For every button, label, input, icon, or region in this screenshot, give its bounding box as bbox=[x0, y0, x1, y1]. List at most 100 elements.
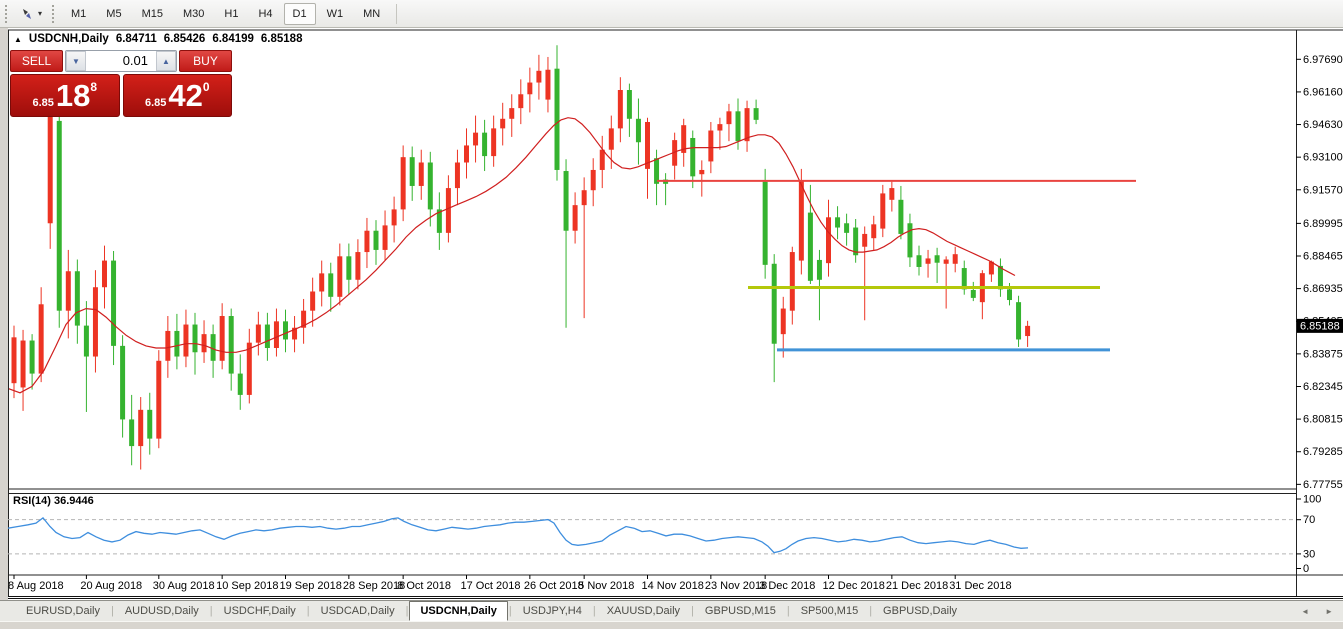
chart-title: ▲ USDCNH,Daily 6.84711 6.85426 6.84199 6… bbox=[14, 33, 302, 45]
chart-symbol-label: USDCNH,Daily bbox=[28, 33, 109, 45]
price-axis-label: 6.97690 bbox=[1303, 54, 1343, 66]
date-axis-label: 30 Aug 2018 bbox=[153, 580, 215, 592]
chart-window[interactable]: 6.97690 6.96160 6.94630 6.93100 6.91570 6.899… bbox=[8, 28, 1343, 600]
date-axis-label: 23 Nov 2018 bbox=[705, 580, 767, 592]
date-axis-label: 21 Dec 2018 bbox=[886, 580, 948, 592]
ohlc-open: 6.84711 bbox=[115, 33, 157, 45]
price-axis-label: 6.89995 bbox=[1303, 218, 1343, 230]
price-axis-label: 6.77755 bbox=[1303, 479, 1343, 491]
buy-price-prefix: 6.85 bbox=[144, 97, 167, 109]
tab-divider: | bbox=[306, 605, 310, 617]
date-axis-label: 10 Sep 2018 bbox=[216, 580, 278, 592]
chart-tab-xauusd-daily[interactable]: XAUUSD,Daily bbox=[606, 605, 681, 617]
toolbar-grip[interactable] bbox=[52, 4, 56, 23]
price-axis-label: 6.94630 bbox=[1303, 119, 1343, 131]
rsi-axis-label: 30 bbox=[1303, 548, 1315, 560]
date-axis-label: 20 Aug 2018 bbox=[80, 580, 142, 592]
ohlc-close: 6.85188 bbox=[260, 33, 303, 45]
date-axis-label: 12 Dec 2018 bbox=[823, 580, 885, 592]
chart-tab-usdchf-daily[interactable]: USDCHF,Daily bbox=[223, 605, 296, 617]
timeframe-button-d1[interactable]: D1 bbox=[283, 2, 316, 25]
chart-cursor-icon bbox=[23, 8, 31, 19]
toolbar-grip[interactable] bbox=[5, 4, 9, 23]
chart-tab-usdjpy-h4[interactable]: USDJPY,H4 bbox=[522, 605, 582, 617]
timeframe-button-m15[interactable]: M15 bbox=[141, 7, 163, 20]
timeframe-button-m30[interactable]: M30 bbox=[182, 7, 205, 20]
date-axis-label: 17 Oct 2018 bbox=[461, 580, 521, 592]
volume-stepper: ▼ 0.01 ▲ bbox=[65, 50, 177, 72]
timeframe-button-h4[interactable]: H4 bbox=[258, 7, 273, 20]
rsi-axis-label: 0 bbox=[1303, 563, 1309, 575]
rsi-axis-label: 70 bbox=[1303, 514, 1315, 526]
current-price-tag bbox=[1297, 318, 1343, 333]
current-price-label: 6.85188 bbox=[1300, 320, 1340, 332]
tab-scroll-right-icon[interactable]: ► bbox=[1325, 607, 1333, 616]
price-chart[interactable]: 6.97690 6.96160 6.94630 6.93100 6.91570 6.899… bbox=[8, 28, 1343, 600]
ohlc-low: 6.84199 bbox=[212, 33, 254, 45]
tab-scroll-left-icon[interactable]: ◄ bbox=[1301, 607, 1310, 616]
top-toolbar: ▾ M1 M5 M15 M30 H1 H4 D1 W1 MN bbox=[0, 0, 1343, 28]
chevron-down-icon[interactable]: ▾ bbox=[38, 9, 43, 18]
tab-divider: | bbox=[869, 605, 873, 617]
rsi-line bbox=[8, 517, 1029, 554]
collapse-triangle-icon[interactable]: ▲ bbox=[14, 34, 22, 44]
rsi-indicator-label: RSI(14) 36.9446 bbox=[13, 495, 94, 507]
moving-average-line bbox=[8, 117, 1016, 394]
status-bar bbox=[0, 621, 1343, 629]
sell-price-main: 18 bbox=[55, 77, 91, 113]
date-axis-label: 31 Dec 2018 bbox=[949, 580, 1011, 592]
tab-divider: | bbox=[209, 605, 213, 617]
tab-divider: | bbox=[691, 605, 694, 617]
timeframe-button-m1[interactable]: M1 bbox=[71, 7, 87, 20]
chart-tab-sp500-m15[interactable]: SP500,M15 bbox=[800, 605, 859, 617]
tab-divider: | bbox=[110, 605, 114, 617]
price-axis-label: 6.91570 bbox=[1303, 184, 1343, 196]
price-axis-label: 6.79285 bbox=[1303, 446, 1343, 458]
chart-tab-audusd-daily[interactable]: AUDUSD,Daily bbox=[124, 605, 199, 617]
chart-tab-gbpusd-daily[interactable]: GBPUSD,Daily bbox=[883, 605, 958, 617]
sell-price-box[interactable]: 6.85 18 8 bbox=[10, 74, 120, 117]
timeframe-button-mn[interactable]: MN bbox=[363, 7, 381, 20]
chart-tab-usdcnh-daily[interactable]: USDCNH,Daily bbox=[409, 601, 508, 621]
one-click-trading-panel: SELL ▼ 0.01 ▲ BUY 6.85 18 8 6.85 42 0 bbox=[10, 50, 232, 117]
tab-divider: | bbox=[508, 605, 512, 617]
buy-price-pip: 0 bbox=[202, 80, 210, 94]
tab-divider: | bbox=[405, 605, 409, 617]
volume-increase-button[interactable]: ▲ bbox=[156, 51, 176, 71]
sell-price-pip: 8 bbox=[90, 80, 98, 94]
candlestick-series[interactable] bbox=[11, 45, 1031, 470]
rsi-axis-label: 100 bbox=[1303, 494, 1321, 506]
price-axis-label: 6.88465 bbox=[1303, 250, 1343, 262]
chart-tab-bar: EURUSD,Daily | AUDUSD,Daily | USDCHF,Daily | U… bbox=[0, 600, 1343, 621]
date-axis-label: 8 Aug 2018 bbox=[8, 580, 64, 592]
price-axis-label: 6.80815 bbox=[1303, 414, 1343, 426]
chart-cursor-button[interactable]: ▾ bbox=[14, 3, 47, 25]
date-axis-label: 3 Dec 2018 bbox=[759, 580, 815, 592]
buy-price-main: 42 bbox=[168, 77, 203, 113]
timeframe-button-h1[interactable]: H1 bbox=[224, 7, 239, 20]
price-axis-label: 6.82345 bbox=[1303, 381, 1343, 393]
tab-divider: | bbox=[592, 605, 596, 617]
price-axis-label: 6.83875 bbox=[1303, 348, 1343, 360]
buy-price-box[interactable]: 6.85 42 0 bbox=[122, 74, 232, 117]
chart-tab-eurusd-daily[interactable]: EURUSD,Daily bbox=[26, 605, 100, 617]
date-axis-label: 14 Nov 2018 bbox=[642, 580, 704, 592]
sell-price-prefix: 6.85 bbox=[32, 97, 54, 109]
buy-button[interactable]: BUY bbox=[179, 50, 232, 72]
chart-tab-usdcad-daily[interactable]: USDCAD,Daily bbox=[320, 605, 395, 617]
tab-divider: | bbox=[786, 605, 790, 617]
ohlc-high: 6.85426 bbox=[163, 33, 206, 45]
price-axis-label: 6.96160 bbox=[1303, 86, 1343, 98]
date-axis-label: 28 Sep 2018 bbox=[343, 580, 405, 592]
volume-decrease-button[interactable]: ▼ bbox=[66, 51, 86, 71]
volume-input[interactable]: 0.01 bbox=[122, 53, 148, 68]
timeframe-button-w1[interactable]: W1 bbox=[326, 7, 344, 20]
timeframe-button-m5[interactable]: M5 bbox=[106, 7, 122, 20]
date-axis-label: 19 Sep 2018 bbox=[280, 580, 342, 592]
date-axis-label: 5 Nov 2018 bbox=[578, 580, 634, 592]
toolbar-separator bbox=[396, 3, 398, 24]
chart-tab-gbpusd-m15[interactable]: GBPUSD,M15 bbox=[704, 605, 776, 617]
price-axis-label: 6.86935 bbox=[1303, 283, 1343, 295]
price-axis-label: 6.93100 bbox=[1303, 152, 1343, 164]
sell-button[interactable]: SELL bbox=[10, 50, 63, 72]
